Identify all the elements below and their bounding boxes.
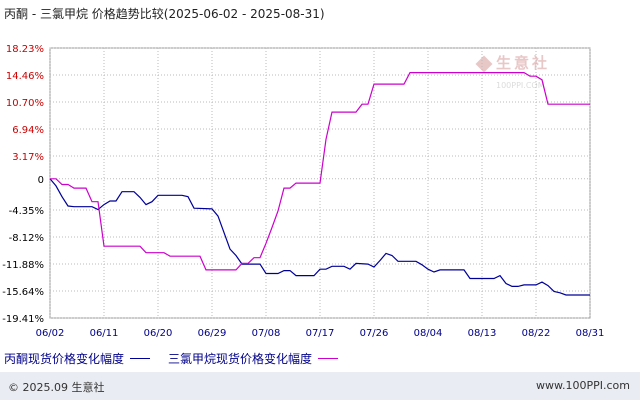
x-tick-label: 08/13 <box>468 328 497 339</box>
legend-label-chloroform: 三氯甲烷现货价格变化幅度 <box>168 352 313 366</box>
series-line-chloroform <box>50 72 590 271</box>
y-tick-label: 10.70% <box>6 98 44 109</box>
x-tick-label: 08/04 <box>414 328 443 339</box>
chart-plot: 18.23% 14.46% 10.70% 6.94% 3.17% 0 -4.35% -8.12… <box>2 44 605 339</box>
x-tick-label: 07/08 <box>252 328 281 339</box>
chart-title: 丙酮 - 三氯甲烷 价格趋势比较(2025-06-02 - 2025-08-31… <box>4 7 325 21</box>
x-tick-label: 06/11 <box>90 328 119 339</box>
legend-swatch-chloroform <box>318 358 339 359</box>
footer-copyright: © 2025.09 生意社 <box>8 381 105 394</box>
footer: © 2025.09 生意社 www.100PPI.com <box>0 372 640 400</box>
legend-label-acetone: 丙酮现货价格变化幅度 <box>4 352 125 366</box>
y-tick-label: 18.23% <box>6 44 44 55</box>
y-tick-label: -11.88% <box>2 260 44 271</box>
y-tick-label: -15.64% <box>2 287 44 298</box>
x-tick-label: 08/22 <box>522 328 551 339</box>
y-tick-label: 6.94% <box>12 125 44 136</box>
y-tick-label: 3.17% <box>12 152 44 163</box>
y-tick-label: -19.41% <box>2 314 44 325</box>
footer-url[interactable]: www.100PPI.com <box>536 379 630 392</box>
y-tick-label: 0 <box>38 175 44 186</box>
x-tick-label: 06/02 <box>36 328 65 339</box>
legend-swatch-acetone <box>130 358 151 359</box>
x-tick-label: 06/20 <box>144 328 173 339</box>
watermark-text: 生意社 <box>496 54 551 72</box>
watermark: 生意社 100PPI.COM <box>475 52 551 92</box>
x-tick-label: 07/17 <box>306 328 335 339</box>
x-tick-label: 06/29 <box>198 328 227 339</box>
watermark-url: 100PPI.COM <box>496 81 545 90</box>
x-tick-label: 08/31 <box>576 328 605 339</box>
y-tick-label: 14.46% <box>6 71 44 82</box>
y-tick-label: -8.12% <box>9 233 44 244</box>
x-tick-label: 07/26 <box>360 328 389 339</box>
series-line-acetone <box>49 178 590 296</box>
y-tick-label: -4.35% <box>9 206 44 217</box>
legend: 丙酮现货价格变化幅度 三氯甲烷现货价格变化幅度 <box>4 350 356 367</box>
